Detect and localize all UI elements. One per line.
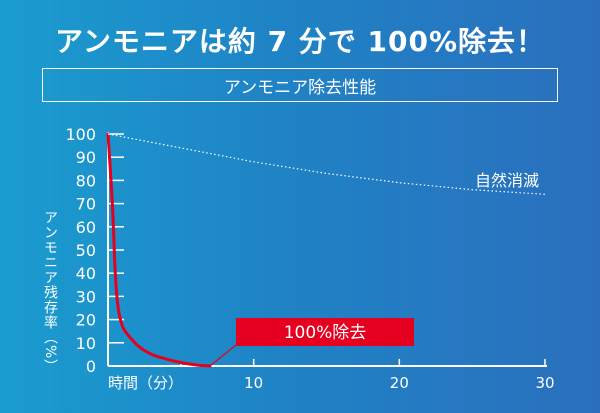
x-axis-label: 時間（分） xyxy=(108,374,183,392)
y-tick-label: 60 xyxy=(76,218,96,237)
natural-decay-label: 自然消滅 xyxy=(475,171,539,190)
y-tick-label: 100 xyxy=(65,125,96,144)
chart-title: アンモニア除去性能 xyxy=(223,77,377,98)
x-tick-label: 20 xyxy=(390,374,409,392)
series-layer xyxy=(106,132,546,368)
y-tick-label: 10 xyxy=(76,334,96,353)
y-tick-label: 90 xyxy=(76,148,96,167)
y-tick-label: 20 xyxy=(76,311,96,330)
series-line-removal xyxy=(106,132,212,368)
axes: 0 10 20 30 40 50 60 70 80 90 100 10 20 30 時間（分） xyxy=(65,125,554,392)
y-tick-label: 30 xyxy=(76,287,96,306)
callout-box xyxy=(236,318,414,346)
y-tick-label: 50 xyxy=(76,241,96,260)
y-tick-label: 70 xyxy=(76,195,96,214)
labels-layer: 自然消滅 100%除去 xyxy=(209,171,539,367)
headline: アンモニアは約 7 分で 100%除去！ xyxy=(54,25,546,58)
y-tick-label: 40 xyxy=(76,264,96,283)
y-axis-label: アンモニア残存率（%） xyxy=(42,210,58,375)
x-tick-label: 10 xyxy=(244,374,263,392)
y-tick-label: 80 xyxy=(76,171,96,190)
y-tick-label: 0 xyxy=(86,357,96,376)
series-line-natural xyxy=(107,133,546,195)
x-tick-label: 30 xyxy=(535,374,554,392)
callout-label: 100%除去 xyxy=(284,323,367,343)
chart-title-box: アンモニア除去性能 xyxy=(42,68,558,102)
callout-leader-line xyxy=(209,344,237,367)
